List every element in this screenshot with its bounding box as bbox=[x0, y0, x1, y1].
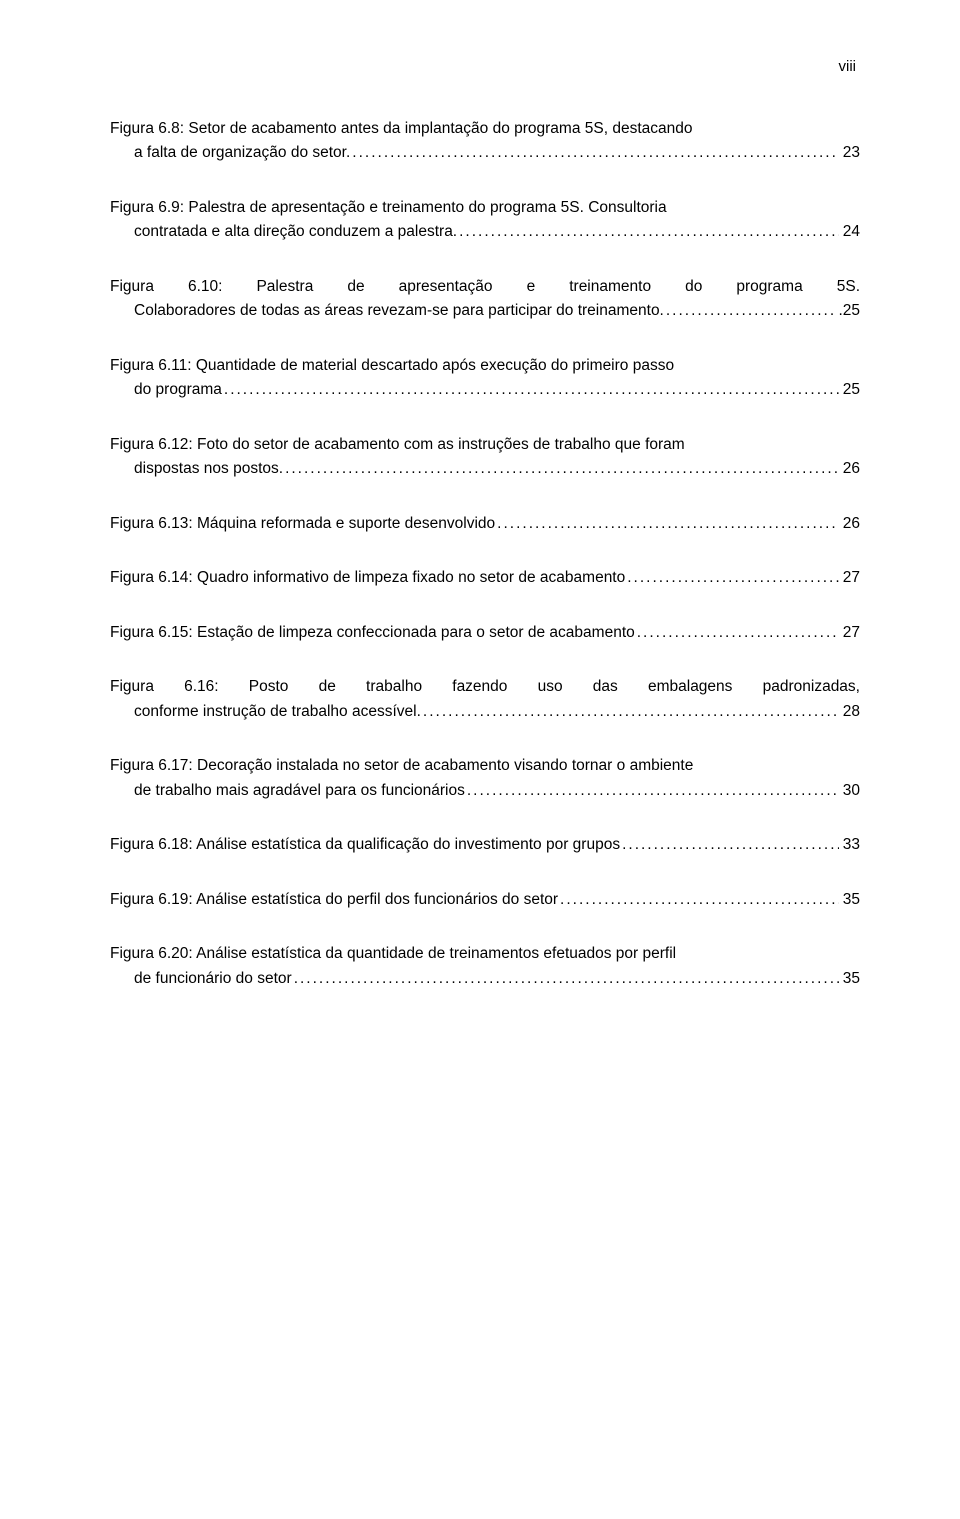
leader-dots: ........................................… bbox=[465, 779, 839, 803]
leader-dots: ........................................… bbox=[421, 700, 839, 724]
entry-page-number: 28 bbox=[839, 700, 860, 724]
entry-page-number: 35 bbox=[839, 967, 860, 991]
entry-tail-text: de trabalho mais agradável para os funci… bbox=[134, 779, 465, 803]
entry-tail-text: Figura 6.19: Análise estatística do perf… bbox=[110, 888, 558, 912]
entry-page-number: 23 bbox=[839, 141, 860, 165]
leader-dots: ........................................… bbox=[558, 888, 839, 912]
leader-dots: ........................................… bbox=[283, 457, 839, 481]
entry-page-number: 26 bbox=[839, 457, 860, 481]
entry-page-number: 35 bbox=[839, 888, 860, 912]
entry-tail-row: Figura 6.14: Quadro informativo de limpe… bbox=[110, 566, 860, 590]
entry-page-number: .25 bbox=[834, 299, 860, 323]
entry-tail-text: dispostas nos postos. bbox=[134, 457, 283, 481]
entry-tail-row: Figura 6.13: Máquina reformada e suporte… bbox=[110, 512, 860, 536]
entry-line: Figura 6.17: Decoração instalada no seto… bbox=[110, 754, 860, 778]
figure-list: Figura 6.8: Setor de acabamento antes da… bbox=[110, 117, 860, 991]
entry-tail-row: dispostas nos postos....................… bbox=[110, 457, 860, 481]
entry-tail-text: contratada e alta direção conduzem a pal… bbox=[134, 220, 457, 244]
entry-page-number: 25 bbox=[839, 378, 860, 402]
entry-tail-row: de funcionário do setor.................… bbox=[110, 967, 860, 991]
page-number: viii bbox=[110, 58, 860, 75]
entry-page-number: 24 bbox=[839, 220, 860, 244]
entry-line: Figura 6.10: Palestra de apresentação e … bbox=[110, 275, 860, 299]
leader-dots: ........................................… bbox=[635, 621, 839, 645]
entry-tail-text: a falta de organização do setor. bbox=[134, 141, 350, 165]
figure-entry: Figura 6.12: Foto do setor de acabamento… bbox=[110, 433, 860, 482]
figure-entry: Figura 6.10: Palestra de apresentação e … bbox=[110, 275, 860, 324]
figure-entry: Figura 6.8: Setor de acabamento antes da… bbox=[110, 117, 860, 166]
entry-tail-text: de funcionário do setor bbox=[134, 967, 292, 991]
entry-tail-text: Colaboradores de todas as áreas revezam-… bbox=[134, 299, 664, 323]
leader-dots: ........................................… bbox=[292, 967, 839, 991]
leader-dots: ........................................… bbox=[222, 378, 839, 402]
entry-tail-text: Figura 6.14: Quadro informativo de limpe… bbox=[110, 566, 625, 590]
entry-page-number: 27 bbox=[839, 621, 860, 645]
leader-dots: ........................................… bbox=[620, 833, 839, 857]
entry-line: Figura 6.9: Palestra de apresentação e t… bbox=[110, 196, 860, 220]
entry-tail-row: do programa.............................… bbox=[110, 378, 860, 402]
leader-dots: ........................................… bbox=[457, 220, 839, 244]
figure-entry: Figura 6.16: Posto de trabalho fazendo u… bbox=[110, 675, 860, 724]
entry-tail-text: Figura 6.18: Análise estatística da qual… bbox=[110, 833, 620, 857]
leader-dots: ........................................… bbox=[664, 299, 835, 323]
entry-tail-text: Figura 6.13: Máquina reformada e suporte… bbox=[110, 512, 495, 536]
entry-page-number: 27 bbox=[839, 566, 860, 590]
leader-dots: ........................................… bbox=[625, 566, 839, 590]
entry-tail-row: a falta de organização do setor.........… bbox=[110, 141, 860, 165]
figure-entry: Figura 6.19: Análise estatística do perf… bbox=[110, 888, 860, 912]
entry-tail-row: Figura 6.18: Análise estatística da qual… bbox=[110, 833, 860, 857]
entry-tail-text: conforme instrução de trabalho acessível… bbox=[134, 700, 421, 724]
entry-tail-row: conforme instrução de trabalho acessível… bbox=[110, 700, 860, 724]
leader-dots: ........................................… bbox=[350, 141, 838, 165]
figure-entry: Figura 6.15: Estação de limpeza confecci… bbox=[110, 621, 860, 645]
figure-entry: Figura 6.14: Quadro informativo de limpe… bbox=[110, 566, 860, 590]
entry-page-number: 33 bbox=[839, 833, 860, 857]
figure-entry: Figura 6.18: Análise estatística da qual… bbox=[110, 833, 860, 857]
entry-tail-row: de trabalho mais agradável para os funci… bbox=[110, 779, 860, 803]
entry-tail-row: Colaboradores de todas as áreas revezam-… bbox=[110, 299, 860, 323]
entry-line: Figura 6.8: Setor de acabamento antes da… bbox=[110, 117, 860, 141]
entry-tail-text: do programa bbox=[134, 378, 222, 402]
entry-line: Figura 6.16: Posto de trabalho fazendo u… bbox=[110, 675, 860, 699]
entry-tail-row: Figura 6.15: Estação de limpeza confecci… bbox=[110, 621, 860, 645]
entry-page-number: 26 bbox=[839, 512, 860, 536]
entry-line: Figura 6.11: Quantidade de material desc… bbox=[110, 354, 860, 378]
entry-page-number: 30 bbox=[839, 779, 860, 803]
entry-line: Figura 6.12: Foto do setor de acabamento… bbox=[110, 433, 860, 457]
figure-entry: Figura 6.9: Palestra de apresentação e t… bbox=[110, 196, 860, 245]
entry-tail-text: Figura 6.15: Estação de limpeza confecci… bbox=[110, 621, 635, 645]
entry-tail-row: contratada e alta direção conduzem a pal… bbox=[110, 220, 860, 244]
figure-entry: Figura 6.11: Quantidade de material desc… bbox=[110, 354, 860, 403]
leader-dots: ........................................… bbox=[495, 512, 839, 536]
entry-line: Figura 6.20: Análise estatística da quan… bbox=[110, 942, 860, 966]
figure-entry: Figura 6.20: Análise estatística da quan… bbox=[110, 942, 860, 991]
figure-entry: Figura 6.17: Decoração instalada no seto… bbox=[110, 754, 860, 803]
entry-tail-row: Figura 6.19: Análise estatística do perf… bbox=[110, 888, 860, 912]
figure-entry: Figura 6.13: Máquina reformada e suporte… bbox=[110, 512, 860, 536]
